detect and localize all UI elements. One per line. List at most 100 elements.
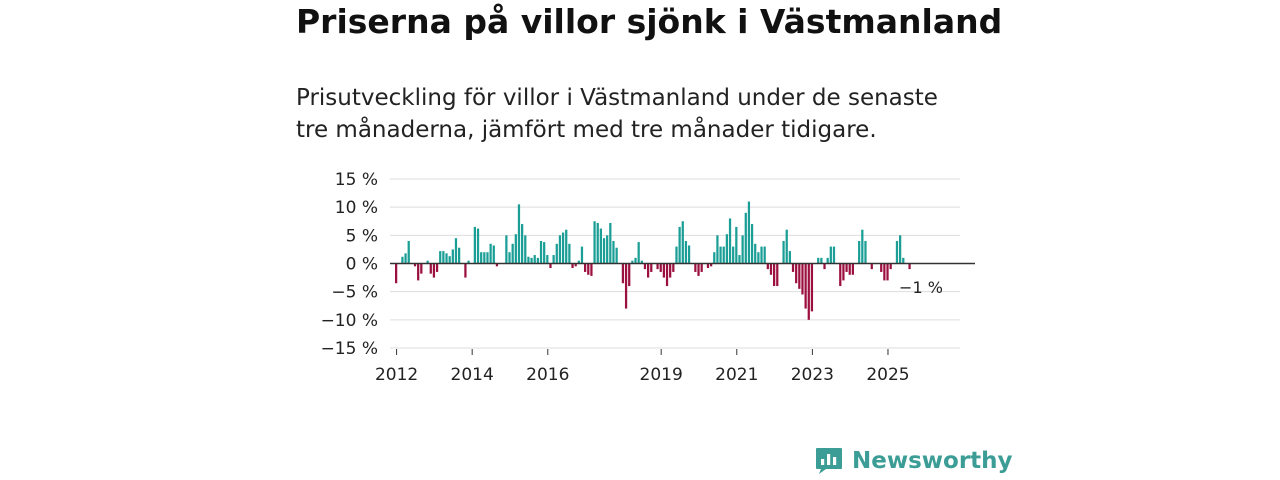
bar: [574, 263, 577, 267]
bar: [489, 243, 492, 264]
bar: [473, 226, 476, 264]
bar: [880, 263, 883, 272]
bar: [895, 240, 899, 264]
bar: [596, 222, 599, 264]
bar: [769, 263, 773, 275]
bar: [782, 240, 785, 264]
bar: [401, 256, 404, 264]
bar: [527, 256, 530, 264]
x-tick-label: 2021: [715, 365, 758, 385]
bar: [609, 222, 612, 264]
bar: [710, 263, 713, 267]
bar: [590, 263, 593, 276]
bars: [395, 201, 911, 320]
bar: [744, 212, 747, 264]
bar: [820, 257, 823, 264]
y-tick-label: 5 %: [346, 226, 378, 246]
bar: [791, 263, 795, 272]
bar: [495, 263, 499, 267]
bar: [735, 226, 738, 264]
bar: [795, 263, 798, 284]
bar: [773, 263, 776, 287]
bar: [716, 235, 719, 264]
bar: [584, 263, 587, 272]
bar: [684, 240, 688, 264]
chart-subtitle: Prisutveckling för villor i Västmanland …: [296, 85, 938, 143]
bar: [785, 229, 788, 264]
bar: [530, 257, 533, 264]
bar: [810, 263, 814, 312]
bar: [533, 255, 536, 264]
bar: [631, 260, 634, 264]
bar: [404, 253, 407, 264]
bar: [435, 263, 439, 272]
bar: [593, 221, 596, 264]
bar: [558, 235, 562, 264]
bar: [826, 257, 829, 264]
bar: [722, 246, 725, 264]
y-tick-label: 0 %: [346, 255, 378, 275]
bar: [886, 263, 889, 281]
bar: [766, 263, 769, 270]
bar: [687, 245, 691, 264]
y-tick-label: 10 %: [335, 198, 378, 218]
bar: [665, 263, 669, 287]
bar: [694, 263, 697, 272]
bar: [754, 243, 757, 264]
bar: [741, 235, 744, 264]
bar: [747, 201, 751, 264]
chart-title: Priserna på villor sjönk i Västmanland: [296, 2, 1003, 41]
bar: [678, 226, 681, 264]
bar: [458, 247, 461, 264]
bar: [612, 240, 615, 264]
bar: [555, 243, 558, 264]
x-tick-label: 2025: [866, 365, 909, 385]
bar: [524, 235, 527, 264]
bar: [432, 263, 436, 278]
bar: [543, 242, 546, 264]
bar: [870, 263, 873, 270]
gridlines: [390, 178, 960, 349]
newsworthy-logo: Newsworthy: [814, 446, 1013, 476]
bar: [505, 235, 508, 264]
bar: [672, 263, 675, 272]
bar: [552, 255, 555, 264]
x-tick-label: 2012: [375, 365, 418, 385]
bar: [662, 263, 665, 278]
bar: [439, 251, 442, 264]
bar: [858, 240, 861, 264]
bar: [760, 246, 763, 264]
bar: [889, 263, 892, 270]
bar: [464, 263, 467, 278]
bar: [407, 240, 410, 264]
x-tick-label: 2019: [640, 365, 683, 385]
last-value-label: −1 %: [899, 278, 943, 297]
bar: [763, 246, 766, 264]
bar: [429, 263, 432, 274]
bar: [776, 263, 779, 287]
bar: [483, 252, 486, 264]
bar: [621, 263, 625, 284]
y-tick-label: −10 %: [321, 311, 378, 331]
bar: [902, 257, 905, 264]
bar: [521, 224, 524, 264]
bar: [417, 263, 420, 281]
bar: [511, 243, 514, 264]
bar: [508, 252, 511, 264]
bar: [713, 252, 716, 264]
bar: [492, 245, 495, 264]
bar: [832, 246, 836, 264]
bar: [413, 263, 417, 267]
bar: [480, 252, 483, 264]
bar: [568, 243, 571, 264]
bar: [845, 263, 848, 272]
bar: [842, 263, 845, 281]
bar: [738, 255, 741, 264]
bar: [577, 260, 580, 264]
bar: [486, 252, 489, 264]
bar: [467, 260, 470, 264]
bar: [801, 263, 804, 295]
x-axis-ticks: 2012 2014 2016 2019 2021 2023 2025: [375, 349, 910, 385]
bar: [807, 263, 810, 320]
bar: [445, 253, 448, 264]
